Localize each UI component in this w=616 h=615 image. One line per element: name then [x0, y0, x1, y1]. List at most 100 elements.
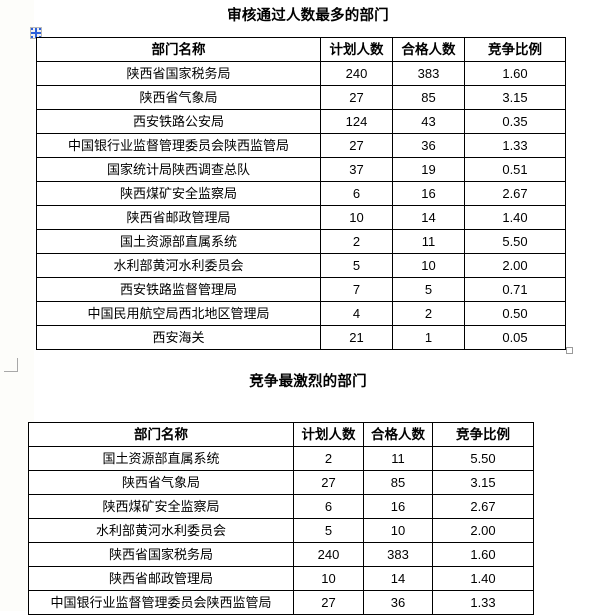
column-header-qualified: 合格人数: [363, 422, 433, 447]
table-row: 西安海关 21 1 0.05: [36, 325, 566, 350]
cell-ratio: 2.67: [464, 181, 566, 206]
table-row: 陕西省国家税务局 240 383 1.60: [28, 542, 534, 567]
cell-planned: 27: [293, 470, 364, 495]
cell-department: 国家统计局陕西调查总队: [36, 157, 321, 182]
cell-ratio: 2.00: [432, 518, 534, 543]
cell-department: 陕西省气象局: [28, 470, 294, 495]
cell-department: 水利部黄河水利委员会: [28, 518, 294, 543]
cell-planned: 240: [320, 61, 393, 86]
cell-planned: 240: [293, 542, 364, 567]
cell-department: 西安海关: [36, 325, 321, 350]
cell-planned: 124: [320, 109, 393, 134]
cell-qualified: 383: [392, 61, 465, 86]
cell-planned: 4: [320, 301, 393, 326]
cell-planned: 5: [293, 518, 364, 543]
cell-planned: 27: [320, 85, 393, 110]
cell-qualified: 5: [392, 277, 465, 302]
cell-ratio: 0.35: [464, 109, 566, 134]
table-row: 陕西煤矿安全监察局 6 16 2.67: [28, 494, 534, 519]
cell-qualified: 11: [392, 229, 465, 254]
cell-ratio: 1.33: [464, 133, 566, 158]
cell-ratio: 1.40: [432, 566, 534, 591]
cell-ratio: 2.67: [432, 494, 534, 519]
cell-planned: 6: [293, 494, 364, 519]
cell-qualified: 19: [392, 157, 465, 182]
cell-ratio: 1.60: [432, 542, 534, 567]
cell-planned: 27: [320, 133, 393, 158]
cell-ratio: 2.00: [464, 253, 566, 278]
cell-department: 国土资源部直属系统: [36, 229, 321, 254]
table-most-approved-departments: 部门名称 计划人数 合格人数 竞争比例 陕西省国家税务局 240 383 1.6…: [36, 37, 566, 350]
cell-ratio: 0.51: [464, 157, 566, 182]
page-margin-mark: [4, 358, 18, 372]
cell-ratio: 0.05: [464, 325, 566, 350]
table-row: 国土资源部直属系统 2 11 5.50: [36, 229, 566, 254]
cell-qualified: 16: [363, 494, 433, 519]
table-row: 陕西省气象局 27 85 3.15: [36, 85, 566, 110]
cell-ratio: 1.40: [464, 205, 566, 230]
cell-planned: 6: [320, 181, 393, 206]
table-row: 陕西省邮政管理局 10 14 1.40: [36, 205, 566, 230]
cell-qualified: 2: [392, 301, 465, 326]
table-header-row: 部门名称 计划人数 合格人数 竞争比例: [28, 422, 534, 447]
cell-department: 陕西煤矿安全监察局: [36, 181, 321, 206]
table-row: 水利部黄河水利委员会 5 10 2.00: [36, 253, 566, 278]
cell-department: 西安铁路公安局: [36, 109, 321, 134]
table-row: 国土资源部直属系统 2 11 5.50: [28, 446, 534, 471]
cell-department: 西安铁路监督管理局: [36, 277, 321, 302]
cell-ratio: 0.71: [464, 277, 566, 302]
cell-planned: 2: [293, 446, 364, 471]
cell-department: 陕西省邮政管理局: [36, 205, 321, 230]
table-row: 中国银行业监督管理委员会陕西监管局 27 36 1.33: [36, 133, 566, 158]
cell-ratio: 1.60: [464, 61, 566, 86]
column-header-qualified: 合格人数: [392, 37, 465, 62]
table-row: 陕西省气象局 27 85 3.15: [28, 470, 534, 495]
cell-department: 陕西煤矿安全监察局: [28, 494, 294, 519]
cell-ratio: 3.15: [464, 85, 566, 110]
column-header-department: 部门名称: [28, 422, 294, 447]
column-header-planned: 计划人数: [293, 422, 364, 447]
table-row: 水利部黄河水利委员会 5 10 2.00: [28, 518, 534, 543]
cell-department: 国土资源部直属系统: [28, 446, 294, 471]
table-row: 陕西煤矿安全监察局 6 16 2.67: [36, 181, 566, 206]
table-most-competitive-departments: 部门名称 计划人数 合格人数 竞争比例 国土资源部直属系统 2 11 5.50 …: [28, 422, 534, 615]
column-header-ratio: 竞争比例: [432, 422, 534, 447]
cell-ratio: 3.15: [432, 470, 534, 495]
cell-ratio: 0.50: [464, 301, 566, 326]
cell-department: 陕西省国家税务局: [36, 61, 321, 86]
cell-department: 陕西省国家税务局: [28, 542, 294, 567]
cell-ratio: 5.50: [432, 446, 534, 471]
cell-qualified: 85: [363, 470, 433, 495]
section-title-most-approved: 审核通过人数最多的部门: [227, 8, 389, 24]
cell-planned: 5: [320, 253, 393, 278]
cell-department: 中国民用航空局西北地区管理局: [36, 301, 321, 326]
column-header-planned: 计划人数: [320, 37, 393, 62]
cell-qualified: 1: [392, 325, 465, 350]
cell-qualified: 36: [392, 133, 465, 158]
column-header-department: 部门名称: [36, 37, 321, 62]
cell-planned: 10: [320, 205, 393, 230]
cell-planned: 7: [320, 277, 393, 302]
cell-ratio: 5.50: [464, 229, 566, 254]
column-header-ratio: 竞争比例: [464, 37, 566, 62]
cell-qualified: 14: [392, 205, 465, 230]
table-row: 西安铁路监督管理局 7 5 0.71: [36, 277, 566, 302]
section-title-most-competitive: 竞争最激烈的部门: [249, 374, 367, 390]
cell-department: 陕西省邮政管理局: [28, 566, 294, 591]
table-row: 西安铁路公安局 124 43 0.35: [36, 109, 566, 134]
cell-planned: 37: [320, 157, 393, 182]
cell-qualified: 43: [392, 109, 465, 134]
cell-qualified: 16: [392, 181, 465, 206]
cell-qualified: 383: [363, 542, 433, 567]
table-row: 陕西省国家税务局 240 383 1.60: [36, 61, 566, 86]
cell-department: 陕西省气象局: [36, 85, 321, 110]
cell-planned: 21: [320, 325, 393, 350]
cell-qualified: 11: [363, 446, 433, 471]
cell-qualified: 10: [363, 518, 433, 543]
cell-qualified: 85: [392, 85, 465, 110]
table-resize-handle-icon[interactable]: [566, 347, 573, 354]
cell-qualified: 14: [363, 566, 433, 591]
cell-department: 中国银行业监督管理委员会陕西监管局: [36, 133, 321, 158]
cell-department: 水利部黄河水利委员会: [36, 253, 321, 278]
